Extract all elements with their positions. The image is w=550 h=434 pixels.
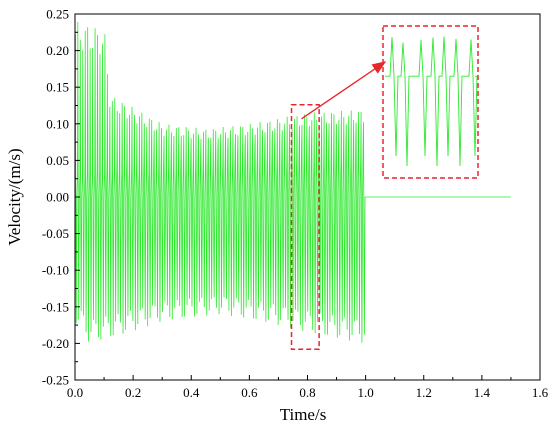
annotation-layer bbox=[290, 25, 479, 351]
x-tick-label: 0.4 bbox=[183, 385, 200, 400]
y-tick-label: 0.05 bbox=[46, 153, 69, 168]
zoom-inset bbox=[382, 25, 479, 179]
y-tick-label: 0.00 bbox=[46, 190, 69, 205]
ticks-layer: 0.0 0.2 0.4 0.6 0.8 1.0 1.2 1.4 1.6 0.25 0.20 0.15 0… bbox=[42, 7, 549, 401]
zoom-arrow bbox=[301, 61, 387, 120]
x-tick-label: 0.6 bbox=[241, 385, 258, 400]
x-axis-title: Time/s bbox=[280, 405, 327, 424]
zoom-inset-waveform bbox=[385, 36, 478, 167]
y-axis-title: Velocity/(m/s) bbox=[5, 148, 24, 245]
x-tick-label: 1.4 bbox=[474, 385, 491, 400]
x-tick-label: 1.0 bbox=[358, 385, 374, 400]
y-tick-label: -0.15 bbox=[42, 299, 69, 314]
y-tick-label: 0.20 bbox=[46, 43, 69, 58]
y-tick-label: -0.10 bbox=[42, 263, 69, 278]
y-tick-label: -0.25 bbox=[42, 373, 69, 388]
x-tick-label: 0.2 bbox=[125, 385, 141, 400]
y-tick-label: -0.05 bbox=[42, 226, 69, 241]
velocity-series-line bbox=[74, 22, 511, 343]
y-tick-label: 0.25 bbox=[46, 7, 69, 22]
y-tick-label: 0.10 bbox=[46, 116, 69, 131]
y-tick-label: 0.15 bbox=[46, 80, 69, 95]
x-tick-label: 0.8 bbox=[299, 385, 315, 400]
x-tick-label: 0.0 bbox=[67, 385, 83, 400]
y-tick-label: -0.20 bbox=[42, 336, 69, 351]
x-tick-label: 1.6 bbox=[532, 385, 549, 400]
series-layer bbox=[74, 22, 511, 343]
x-tick-label: 1.2 bbox=[416, 385, 432, 400]
